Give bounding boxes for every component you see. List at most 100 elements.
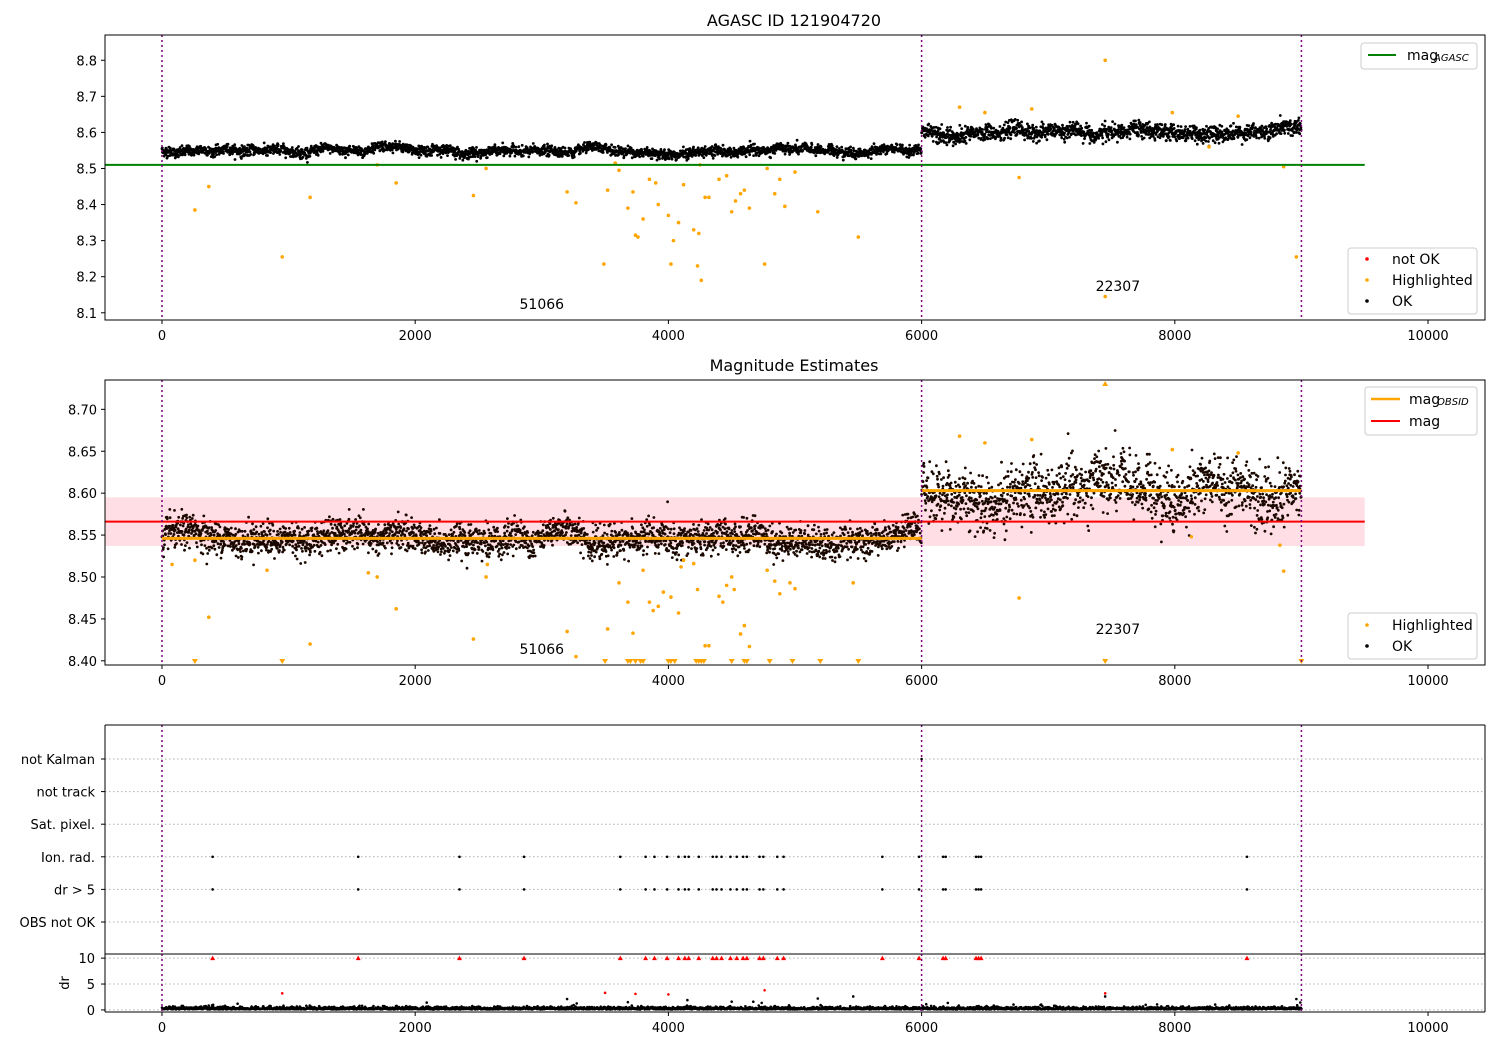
top-highlighted-point — [703, 195, 707, 200]
top-ok-point — [998, 125, 1002, 128]
top-highlighted-point — [724, 173, 729, 178]
top-highlighted-point — [729, 209, 734, 214]
top-highlighted-point — [765, 166, 769, 171]
top-ok-point — [343, 146, 347, 150]
top-ok-point — [1081, 142, 1085, 145]
top-ok-point — [895, 143, 899, 147]
middle-ok-point — [190, 517, 194, 520]
top-ok-point — [1260, 124, 1264, 128]
top-highlighted-point — [656, 202, 661, 207]
top-ok-point — [473, 155, 477, 159]
middle-ok-point — [177, 515, 181, 519]
middle-ok-point — [240, 529, 244, 533]
top-ok-point — [394, 139, 397, 143]
top-ok-point — [1190, 137, 1194, 141]
middle-ok-point — [180, 543, 183, 546]
top-ok-point — [405, 143, 409, 147]
top-ok-point — [867, 156, 870, 159]
top-ok-point — [940, 123, 944, 126]
top-highlighted-point — [1236, 114, 1240, 118]
middle-ok-point — [367, 551, 370, 555]
top-ok-point — [958, 137, 962, 141]
top-ok-point — [819, 145, 823, 149]
middle-ok-point — [268, 528, 272, 532]
top-ok-point — [1101, 142, 1105, 146]
middle-ok-point — [297, 526, 300, 530]
top-ok-point — [658, 157, 661, 161]
middle-ok-point — [288, 543, 291, 547]
middle-ok-point — [343, 524, 347, 528]
middle-ok-point — [172, 533, 176, 536]
top-ytick-label: 8.1 — [76, 307, 97, 322]
top-ok-point — [814, 154, 818, 158]
top-ytick-label: 8.5 — [76, 162, 97, 177]
top-ok-point — [840, 145, 844, 149]
top-ok-point — [981, 128, 984, 131]
top-ok-point — [1111, 120, 1114, 123]
top-ok-point — [1128, 132, 1132, 136]
top-ok-point — [461, 158, 465, 162]
top-ok-point — [682, 145, 685, 149]
top-ok-point — [262, 141, 266, 145]
top-highlighted-point — [707, 195, 711, 200]
top-xtick-label: 6000 — [905, 329, 938, 344]
top-highlighted-point — [308, 195, 312, 200]
middle-ok-point — [169, 532, 173, 535]
top-ok-point — [1148, 120, 1151, 124]
top-ok-point — [390, 148, 394, 152]
middle-ok-point — [257, 551, 260, 555]
top-ok-point — [248, 150, 252, 154]
top-legend-mag-subscript: AGASC — [1433, 53, 1469, 64]
top-legend-ok: OK — [1392, 294, 1413, 310]
top-ok-point — [485, 156, 489, 160]
middle-ok-point — [288, 531, 292, 534]
middle-ok-point — [185, 513, 188, 517]
top-ok-point — [917, 143, 920, 147]
top-ok-point — [696, 146, 700, 150]
middle-ok-point — [188, 515, 192, 519]
middle-ok-point — [229, 545, 232, 548]
top-highlighted-point — [691, 228, 696, 232]
middle-ok-point — [351, 544, 354, 548]
top-ok-point — [1103, 124, 1106, 128]
top-ok-point — [703, 145, 707, 148]
top-ok-point — [1153, 138, 1157, 142]
top-ytick-label: 8.4 — [76, 199, 97, 214]
middle-ok-point — [354, 528, 358, 532]
middle-ok-point — [215, 553, 219, 557]
top-ok-point — [233, 143, 237, 147]
top-ok-point — [901, 143, 904, 147]
middle-ok-point — [331, 517, 335, 521]
top-ok-point — [1032, 126, 1036, 130]
top-ok-point — [1251, 126, 1255, 130]
top-ok-point — [168, 146, 172, 150]
middle-ok-point — [248, 542, 252, 546]
top-ok-point — [513, 154, 517, 158]
middle-ok-point — [165, 517, 169, 521]
top-ok-point — [1257, 136, 1261, 140]
top-highlighted-point — [681, 182, 686, 187]
top-ok-point — [301, 155, 305, 159]
top-ok-point — [1005, 133, 1009, 137]
top-ok-point — [359, 153, 363, 157]
middle-ok-point — [250, 549, 254, 553]
top-ok-point — [601, 151, 605, 154]
top-ok-point — [916, 151, 920, 155]
top-ok-point — [1128, 137, 1132, 141]
top-highlighted-point — [738, 191, 743, 196]
top-highlighted-point — [696, 231, 701, 236]
middle-ok-point — [271, 523, 275, 527]
middle-ok-point — [297, 544, 301, 548]
top-ok-point — [445, 144, 449, 147]
top-obsid-annotation: 22307 — [1096, 279, 1141, 295]
middle-ok-point — [377, 552, 381, 555]
top-ok-point — [686, 157, 690, 161]
top-ok-point — [1188, 125, 1192, 128]
top-ok-point — [926, 134, 930, 138]
top-xtick-label: 8000 — [1158, 329, 1191, 344]
top-ok-point — [1245, 138, 1249, 142]
top-ok-point — [1137, 118, 1141, 122]
top-ok-point — [1085, 121, 1088, 125]
top-ok-point — [233, 158, 237, 161]
